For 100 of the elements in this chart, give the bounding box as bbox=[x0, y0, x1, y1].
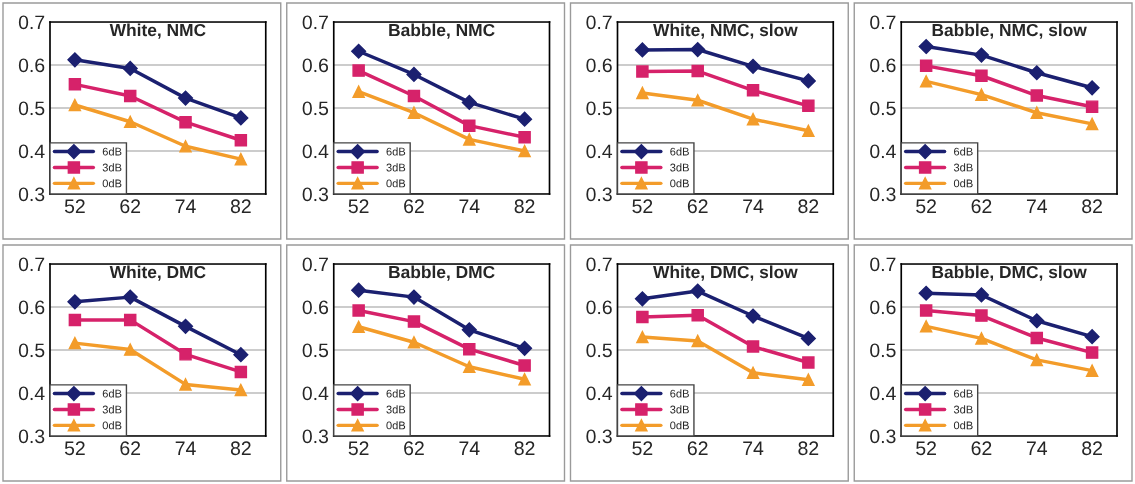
x-tick-label: 52 bbox=[64, 199, 85, 214]
legend-label: 0dB bbox=[670, 421, 689, 430]
legend-label: 6dB bbox=[102, 389, 122, 398]
x-tick-label: 62 bbox=[404, 441, 424, 456]
point bbox=[234, 365, 248, 379]
x-tick-label: 82 bbox=[1082, 441, 1102, 456]
point bbox=[407, 106, 421, 119]
y-tick-label: 0.6 bbox=[302, 58, 329, 73]
legend-label: 6dB bbox=[954, 389, 973, 398]
y-tick-label: 0.3 bbox=[870, 429, 896, 444]
point bbox=[918, 285, 934, 301]
y-tick-label: 0.7 bbox=[586, 15, 612, 30]
legend-label: 0dB bbox=[102, 421, 122, 430]
point bbox=[745, 308, 761, 324]
point bbox=[234, 133, 248, 147]
x-tick-label: 62 bbox=[971, 199, 992, 214]
y-tick-label: 0.4 bbox=[586, 144, 613, 159]
point bbox=[234, 383, 248, 397]
point bbox=[1030, 331, 1044, 345]
point bbox=[1030, 106, 1044, 119]
point bbox=[407, 315, 421, 328]
x-tick-label: 74 bbox=[175, 199, 196, 213]
x-tick-label: 82 bbox=[798, 199, 819, 214]
chart-title: Babble, DMC bbox=[389, 265, 495, 281]
y-tick-label: 0.5 bbox=[302, 343, 329, 358]
x-tick-label: 52 bbox=[632, 199, 653, 214]
point bbox=[1030, 353, 1044, 367]
point bbox=[233, 110, 249, 126]
x-tick-label: 74 bbox=[1026, 199, 1048, 213]
x-tick-label: 74 bbox=[743, 199, 764, 213]
point bbox=[406, 66, 422, 83]
chart-title: Babble, NMC, slow bbox=[932, 23, 1087, 39]
x-tick-label: 74 bbox=[175, 441, 196, 455]
legend-label: 0dB bbox=[386, 179, 406, 188]
point bbox=[802, 124, 815, 138]
point bbox=[352, 304, 365, 317]
x-tick-label: 52 bbox=[348, 441, 369, 456]
x-tick-label: 52 bbox=[348, 199, 369, 214]
y-tick-label: 0.3 bbox=[586, 187, 612, 202]
point bbox=[518, 130, 531, 144]
point bbox=[518, 359, 531, 372]
point bbox=[406, 289, 422, 305]
y-tick-label: 0.3 bbox=[18, 187, 45, 202]
y-tick-label: 0.6 bbox=[302, 300, 329, 315]
y-tick-label: 0.7 bbox=[302, 257, 328, 272]
point bbox=[352, 64, 365, 77]
point bbox=[463, 133, 476, 146]
point bbox=[407, 336, 421, 349]
point bbox=[636, 310, 649, 324]
y-tick-label: 0.3 bbox=[302, 429, 329, 444]
x-tick-label: 74 bbox=[743, 441, 764, 455]
point bbox=[68, 313, 82, 327]
legend-label: 6dB bbox=[954, 147, 973, 156]
point bbox=[919, 59, 933, 73]
point bbox=[463, 119, 476, 132]
point bbox=[636, 65, 649, 78]
y-tick-label: 0.3 bbox=[302, 187, 329, 202]
point bbox=[123, 115, 137, 129]
point bbox=[918, 38, 934, 55]
point bbox=[1085, 100, 1099, 113]
y-tick-label: 0.4 bbox=[586, 386, 613, 401]
y-tick-label: 0.6 bbox=[870, 300, 896, 315]
legend-label: 3dB bbox=[386, 163, 406, 172]
point bbox=[746, 366, 760, 380]
point bbox=[463, 342, 476, 356]
y-tick-label: 0.4 bbox=[870, 144, 896, 159]
point bbox=[407, 89, 421, 103]
point bbox=[67, 52, 83, 68]
point bbox=[919, 75, 933, 88]
point bbox=[975, 309, 988, 322]
point bbox=[463, 360, 476, 374]
chart-title: White, DMC, slow bbox=[653, 265, 798, 281]
x-tick-label: 82 bbox=[514, 199, 535, 214]
x-tick-label: 82 bbox=[514, 441, 535, 456]
y-tick-label: 0.5 bbox=[18, 101, 45, 116]
legend-label: 3dB bbox=[386, 405, 406, 414]
chart-title: Babble, NMC bbox=[389, 23, 495, 39]
chart-title: White, DMC bbox=[109, 265, 206, 281]
y-tick-label: 0.7 bbox=[302, 15, 328, 30]
legend-label: 0dB bbox=[670, 179, 689, 188]
point bbox=[800, 330, 816, 346]
point bbox=[517, 111, 533, 127]
point bbox=[746, 112, 760, 126]
chart-title: White, NMC, slow bbox=[653, 23, 798, 39]
point bbox=[919, 320, 933, 333]
y-tick-label: 0.5 bbox=[870, 101, 896, 116]
x-tick-label: 82 bbox=[230, 441, 251, 456]
point bbox=[690, 41, 706, 58]
legend-label: 0dB bbox=[386, 421, 406, 430]
legend-label: 0dB bbox=[953, 179, 973, 188]
point bbox=[1084, 80, 1100, 96]
point bbox=[122, 60, 138, 77]
legend-label: 0dB bbox=[953, 421, 973, 430]
point bbox=[68, 98, 82, 112]
point bbox=[1085, 117, 1099, 131]
point bbox=[352, 85, 365, 98]
point bbox=[634, 42, 650, 58]
point bbox=[1029, 313, 1045, 329]
point bbox=[122, 289, 138, 305]
point bbox=[352, 320, 365, 334]
